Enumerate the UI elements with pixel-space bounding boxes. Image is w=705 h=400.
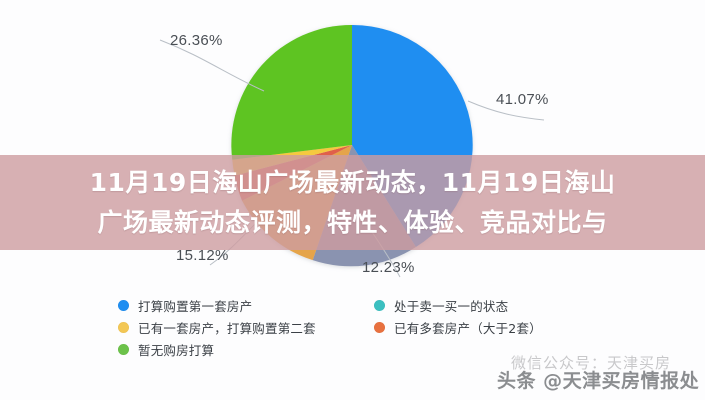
watermark-toutiao-text: 头条 @天津买房情报处: [497, 370, 700, 392]
legend-swatch-icon: [374, 322, 385, 333]
legend-swatch-icon: [374, 300, 385, 311]
overlay-line-1: 11月19日海山广场最新动态，11月19日海山: [89, 167, 616, 197]
chart-legend: 打算购置第一套房产 已有一套房产，打算购置第二套 暂无购房打算 处于卖一买一的状…: [0, 296, 705, 358]
legend-label: 已有多套房产（大于2套）: [394, 321, 542, 336]
pct-label-green: 26.36%: [170, 32, 223, 49]
legend-swatch-icon: [118, 300, 129, 311]
legend-label: 处于卖一买一的状态: [394, 299, 509, 314]
overlay-line-2: 广场最新动态评测，特性、体验、竞品对比与: [97, 207, 608, 237]
slice-green: [231, 24, 352, 160]
legend-label: 已有一套房产，打算购置第二套: [138, 321, 316, 336]
overlay-banner-text: 11月19日海山广场最新动态，11月19日海山 广场最新动态评测，特性、体验、竞…: [0, 155, 705, 250]
legend-item[interactable]: 已有多套房产（大于2套）: [374, 318, 542, 337]
legend-column-right: 处于卖一买一的状态 已有多套房产（大于2套）: [374, 296, 542, 340]
overlay-banner-background: [0, 155, 705, 250]
legend-item[interactable]: 暂无购房打算: [118, 340, 316, 359]
pct-label-grayblue: 12.23%: [362, 259, 415, 276]
legend-label: 暂无购房打算: [138, 343, 215, 358]
legend-swatch-icon: [118, 344, 129, 355]
legend-item[interactable]: 处于卖一买一的状态: [374, 296, 542, 315]
legend-item[interactable]: 已有一套房产，打算购置第二套: [118, 318, 316, 337]
legend-label: 打算购置第一套房产: [138, 299, 253, 314]
pct-label-blue: 41.07%: [496, 91, 549, 108]
watermark: 微信公众号：天津买房 头条 @天津买房情报处: [487, 352, 702, 396]
legend-swatch-icon: [118, 322, 129, 333]
legend-item[interactable]: 打算购置第一套房产: [118, 296, 316, 315]
pct-label-orange: 15.12%: [176, 247, 229, 264]
legend-column-left: 打算购置第一套房产 已有一套房产，打算购置第二套 暂无购房打算: [118, 296, 316, 362]
